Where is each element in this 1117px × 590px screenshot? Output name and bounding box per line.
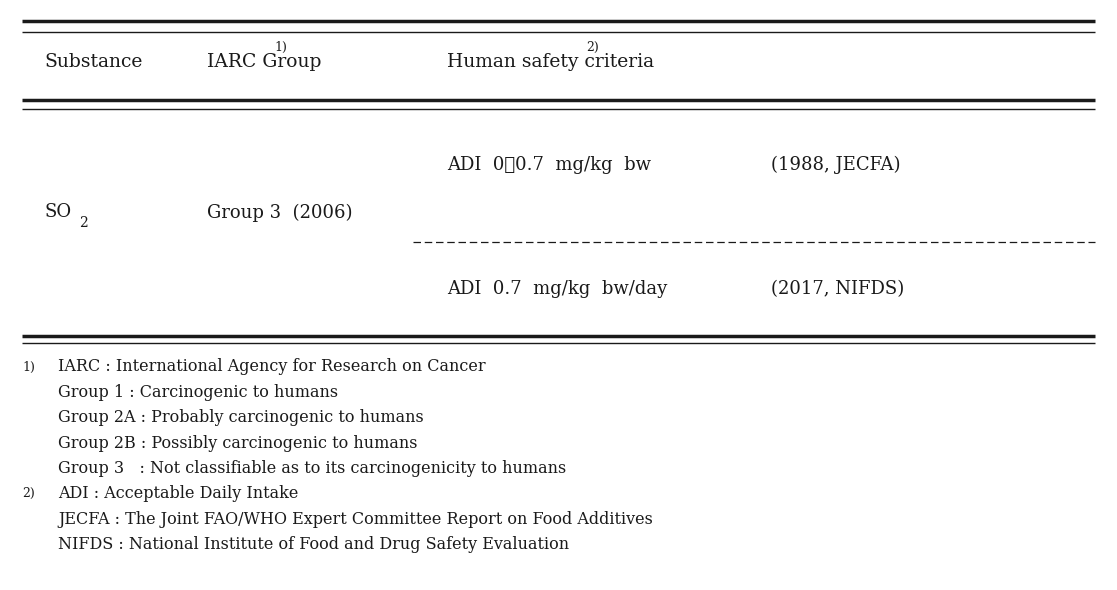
Text: 2): 2): [22, 487, 35, 500]
Text: IARC : International Agency for Research on Cancer: IARC : International Agency for Research…: [58, 359, 486, 375]
Text: (2017, NIFDS): (2017, NIFDS): [771, 280, 904, 298]
Text: ADI  0.7  mg/kg  bw/day: ADI 0.7 mg/kg bw/day: [447, 280, 667, 298]
Text: Group 2A : Probably carcinogenic to humans: Group 2A : Probably carcinogenic to huma…: [58, 409, 423, 426]
Text: ADI  0～0.7  mg/kg  bw: ADI 0～0.7 mg/kg bw: [447, 156, 651, 174]
Text: ADI : Acceptable Daily Intake: ADI : Acceptable Daily Intake: [58, 486, 298, 502]
Text: IARC Group: IARC Group: [207, 53, 322, 71]
Text: SO: SO: [45, 204, 71, 221]
Text: Group 3  (2006): Group 3 (2006): [207, 204, 352, 221]
Text: 2: 2: [79, 216, 88, 230]
Text: Substance: Substance: [45, 53, 143, 71]
Text: Human safety criteria: Human safety criteria: [447, 53, 653, 71]
Text: Group 1 : Carcinogenic to humans: Group 1 : Carcinogenic to humans: [58, 384, 338, 401]
Text: 1): 1): [275, 41, 288, 54]
Text: 1): 1): [22, 360, 36, 373]
Text: JECFA : The Joint FAO/WHO Expert Committee Report on Food Additives: JECFA : The Joint FAO/WHO Expert Committ…: [58, 511, 653, 527]
Text: Group 3   : Not classifiable as to its carcinogenicity to humans: Group 3 : Not classifiable as to its car…: [58, 460, 566, 477]
Text: Group 2B : Possibly carcinogenic to humans: Group 2B : Possibly carcinogenic to huma…: [58, 435, 418, 451]
Text: 2): 2): [586, 41, 599, 54]
Text: (1988, JECFA): (1988, JECFA): [771, 156, 900, 174]
Text: NIFDS : National Institute of Food and Drug Safety Evaluation: NIFDS : National Institute of Food and D…: [58, 536, 570, 553]
